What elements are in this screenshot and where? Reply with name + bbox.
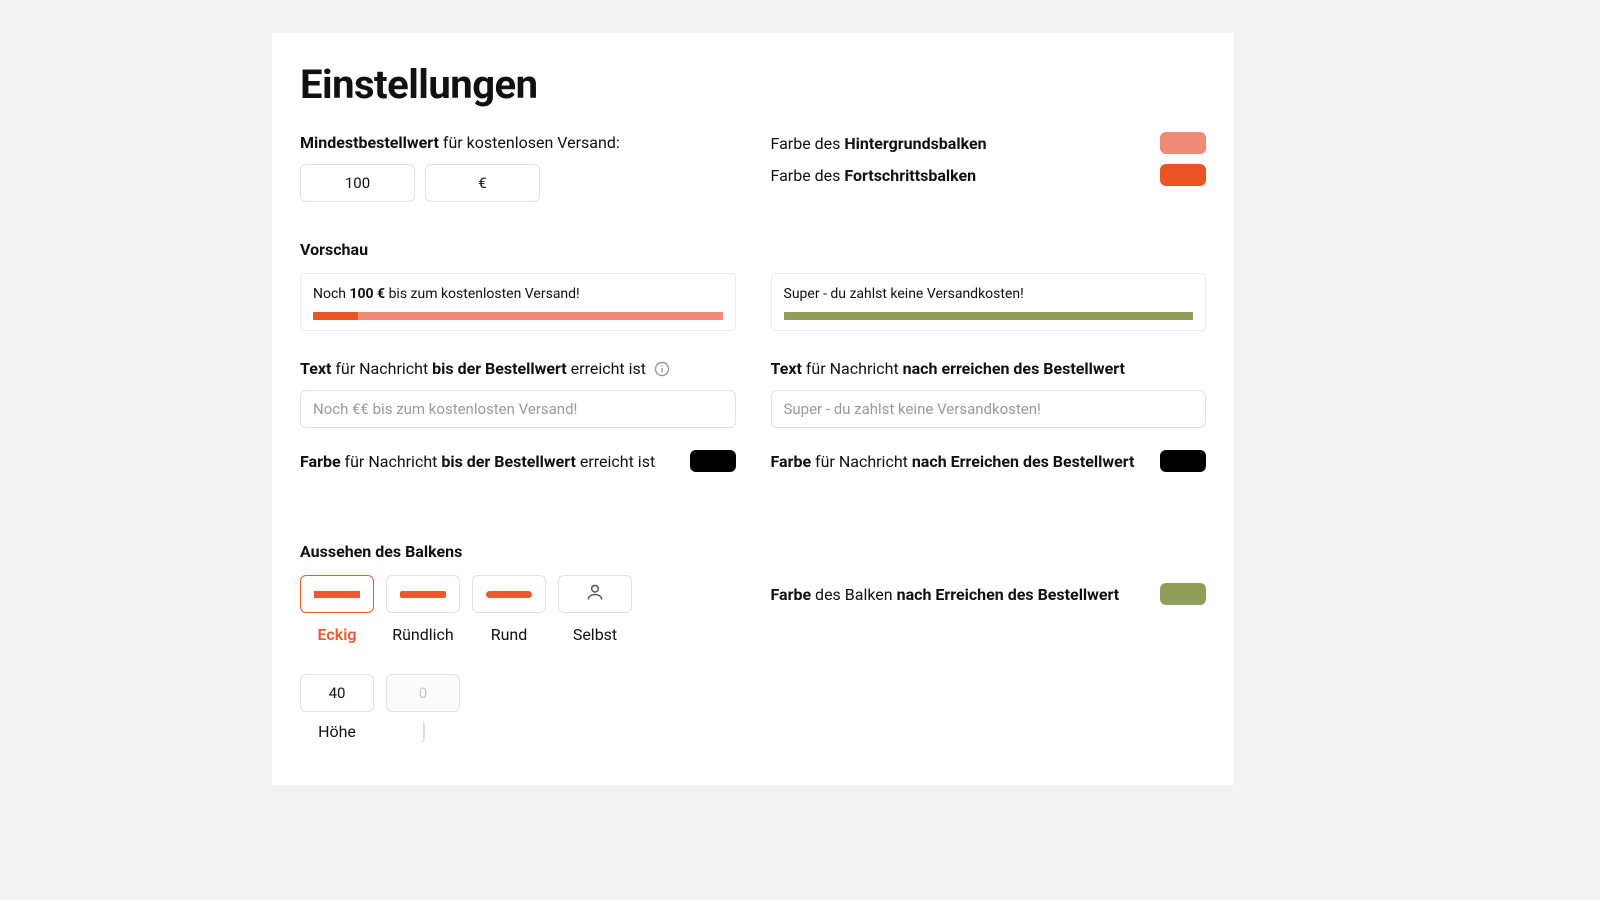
shape-option-rund[interactable]: Rund <box>472 575 546 644</box>
shape-box <box>386 575 460 613</box>
info-icon[interactable] <box>654 361 670 377</box>
msg-before-input[interactable]: Noch €€ bis zum kostenlosten Versand! <box>300 390 736 428</box>
msg-before-color-row: Farbe für Nachricht bis der Bestellwert … <box>300 450 736 472</box>
shape-label: Selbst <box>573 625 617 644</box>
height-label: Höhe <box>318 722 356 741</box>
top-section: Mindestbestellwert für kostenlosen Versa… <box>300 132 1206 202</box>
msg-before-color-label: Farbe für Nachricht bis der Bestellwert … <box>300 452 655 471</box>
appearance-row: Eckig Ründlich Rund Selbst 40 Höhe 0 Farbe … <box>300 575 1206 741</box>
fg-bar-color-swatch[interactable] <box>1160 164 1206 186</box>
min-order-inputs: 100 € <box>300 164 736 202</box>
preview-text-after: Super - du zahlst keine Versandkosten! <box>784 286 1194 302</box>
shape-box <box>558 575 632 613</box>
complete-bar-color-swatch[interactable] <box>1160 583 1206 605</box>
bg-bar-color-swatch[interactable] <box>1160 132 1206 154</box>
msg-after-input[interactable]: Super - du zahlst keine Versandkosten! <box>771 390 1207 428</box>
min-order-col: Mindestbestellwert für kostenlosen Versa… <box>300 132 736 202</box>
min-order-label-bold: Mindestbestellwert <box>300 133 439 152</box>
msg-after-col: Text für Nachricht nach erreichen des Be… <box>771 331 1207 472</box>
user-icon <box>585 582 605 606</box>
msg-after-label: Text für Nachricht nach erreichen des Be… <box>771 359 1207 378</box>
appearance-left: Eckig Ründlich Rund Selbst 40 Höhe 0 <box>300 575 736 741</box>
shape-box <box>300 575 374 613</box>
appearance-title: Aussehen des Balkens <box>300 542 1206 561</box>
msg-before-label: Text für Nachricht bis der Bestellwert e… <box>300 359 736 378</box>
bg-bar-color-row: Farbe des Hintergrundsbalken <box>771 132 1207 154</box>
shape-options: Eckig Ründlich Rund Selbst <box>300 575 736 644</box>
shape-label: Rund <box>491 625 528 644</box>
shape-option-selbst[interactable]: Selbst <box>558 575 632 644</box>
bar-colors-col: Farbe des Hintergrundsbalken Farbe des F… <box>771 132 1207 202</box>
msg-before-color-swatch[interactable] <box>690 450 736 472</box>
min-order-value-input[interactable]: 100 <box>300 164 415 202</box>
message-text-row: Text für Nachricht bis der Bestellwert e… <box>300 331 1206 472</box>
preview-text-before: Noch 100 € bis zum kostenlosten Versand! <box>313 286 723 302</box>
min-order-label: Mindestbestellwert für kostenlosen Versa… <box>300 132 736 154</box>
spinner-icon <box>421 720 425 743</box>
shape-option-ründlich[interactable]: Ründlich <box>386 575 460 644</box>
shape-bar-sample <box>486 591 532 598</box>
preview-left-col: Noch 100 € bis zum kostenlosten Versand! <box>300 273 736 331</box>
complete-bar-label: Farbe des Balken nach Erreichen des Best… <box>771 585 1120 604</box>
msg-before-col: Text für Nachricht bis der Bestellwert e… <box>300 331 736 472</box>
shape-label: Eckig <box>318 625 357 644</box>
msg-after-color-row: Farbe für Nachricht nach Erreichen des B… <box>771 450 1207 472</box>
preview-bar-before-fill <box>313 312 358 320</box>
shape-label: Ründlich <box>392 625 454 644</box>
min-order-label-suffix: für kostenlosen Versand: <box>439 133 620 152</box>
bg-bar-label: Farbe des Hintergrundsbalken <box>771 134 987 153</box>
shape-box <box>472 575 546 613</box>
preview-bar-after-fill <box>784 312 1194 320</box>
dims-row: 40 Höhe 0 <box>300 674 736 741</box>
preview-bar-after <box>784 312 1194 320</box>
second-label <box>421 722 425 741</box>
msg-after-color-swatch[interactable] <box>1160 450 1206 472</box>
height-dim: 40 Höhe <box>300 674 374 741</box>
msg-after-color-label: Farbe für Nachricht nach Erreichen des B… <box>771 452 1135 471</box>
preview-title: Vorschau <box>300 240 1206 259</box>
preview-box-after: Super - du zahlst keine Versandkosten! <box>771 273 1207 331</box>
second-input[interactable]: 0 <box>386 674 460 712</box>
preview-row: Noch 100 € bis zum kostenlosten Versand!… <box>300 273 1206 331</box>
min-order-currency-input[interactable]: € <box>425 164 540 202</box>
preview-bar-before <box>313 312 723 320</box>
complete-bar-color-row: Farbe des Balken nach Erreichen des Best… <box>771 583 1207 605</box>
settings-panel: Einstellungen Mindestbestellwert für kos… <box>272 33 1234 785</box>
preview-box-before: Noch 100 € bis zum kostenlosten Versand! <box>300 273 736 331</box>
shape-option-eckig[interactable]: Eckig <box>300 575 374 644</box>
fg-bar-label: Farbe des Fortschrittsbalken <box>771 166 977 185</box>
height-input[interactable]: 40 <box>300 674 374 712</box>
second-dim: 0 <box>386 674 460 741</box>
shape-bar-sample <box>400 591 446 598</box>
shape-bar-sample <box>314 591 360 598</box>
fg-bar-color-row: Farbe des Fortschrittsbalken <box>771 164 1207 186</box>
appearance-right: Farbe des Balken nach Erreichen des Best… <box>771 575 1207 741</box>
page-title: Einstellungen <box>300 61 1206 108</box>
preview-right-col: Super - du zahlst keine Versandkosten! <box>771 273 1207 331</box>
